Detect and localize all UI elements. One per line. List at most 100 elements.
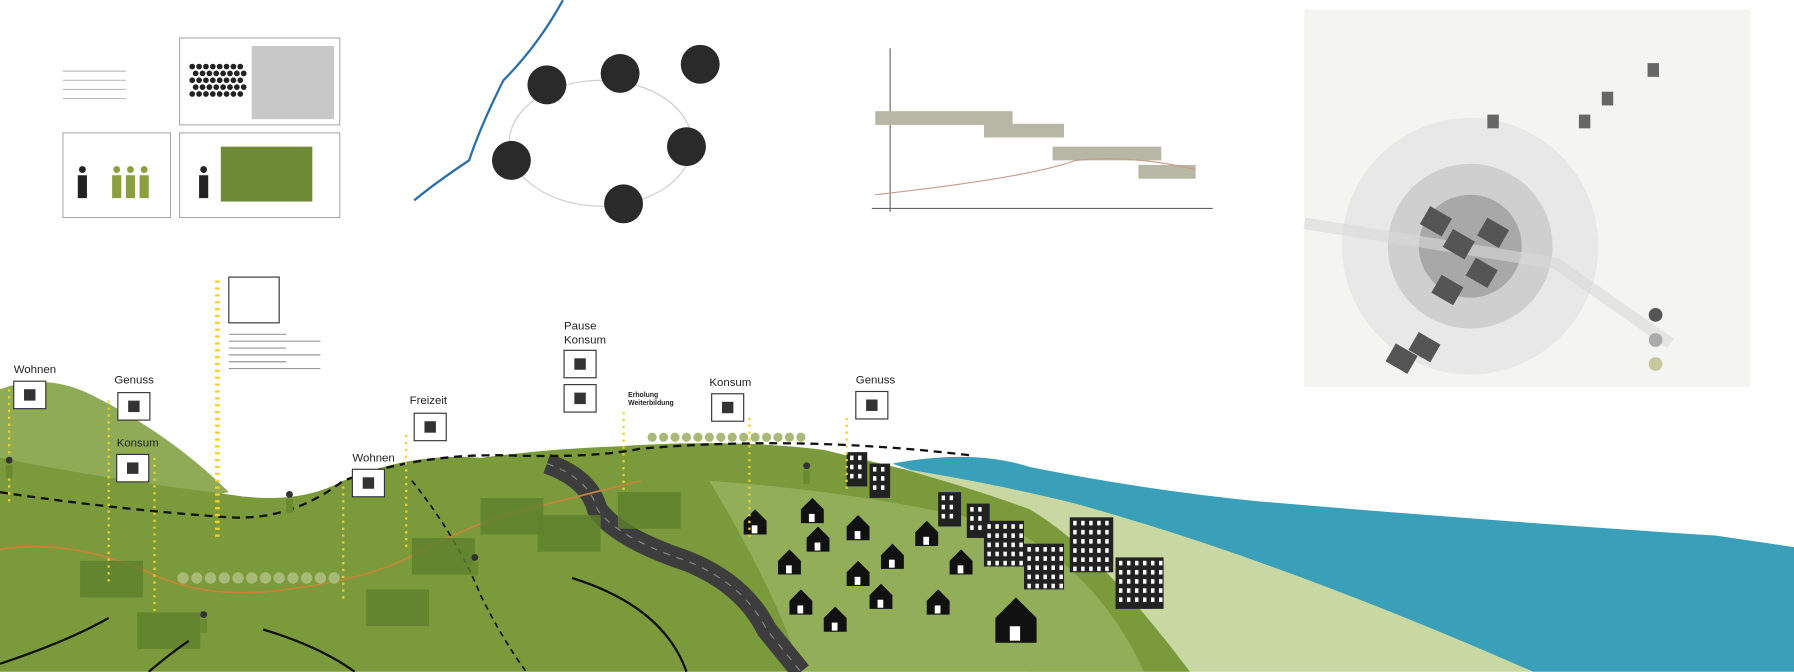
building [1647,63,1659,77]
icon [721,401,734,414]
legend-dot [1648,307,1663,322]
icon [574,358,586,370]
tree [259,572,272,584]
window [1035,565,1039,570]
window [1073,557,1077,562]
window [1089,566,1093,572]
window [1134,560,1139,566]
window [850,455,854,461]
person-body [200,619,208,633]
window [1089,548,1093,553]
dot [209,77,216,84]
window [1003,533,1007,538]
window [941,513,946,519]
dot [203,91,209,97]
window [1126,588,1131,593]
panel-fill [220,146,313,202]
window [978,516,982,521]
dot [199,70,206,77]
window [1142,579,1147,584]
window [949,513,954,519]
dot [196,63,202,70]
window [1059,583,1063,589]
label: Freizeit [410,395,448,407]
window [1089,557,1093,562]
window [858,464,862,470]
window [872,476,877,481]
icon [24,389,36,401]
photo [527,65,567,105]
icon-box [228,276,280,324]
dot [206,84,213,91]
line [875,158,1196,196]
building [1431,274,1464,306]
arrow [262,628,356,672]
tower [1069,517,1114,573]
label: Wohnen [14,364,56,376]
window [1150,579,1155,584]
person-head [113,166,121,173]
window [1081,520,1085,526]
house [880,543,904,569]
building [1477,217,1510,249]
window [1019,524,1023,529]
icon [866,399,878,411]
window [978,525,982,530]
window [1126,569,1131,575]
icon [128,400,140,413]
tree [328,572,340,584]
dot [192,84,199,91]
field [80,560,144,598]
dot [220,70,226,77]
label: Konsum [709,377,751,389]
person-head [200,166,208,173]
dot [227,84,233,91]
window [1073,548,1077,553]
window [941,495,946,501]
window [995,542,999,548]
dot [192,70,199,77]
window [1027,565,1031,570]
window [1097,539,1101,544]
window [1105,539,1109,544]
dot [230,77,237,84]
dot [189,63,196,70]
person-body [5,464,13,479]
window [1073,539,1077,544]
window [1126,597,1131,603]
arrow [147,639,190,672]
building [1442,229,1475,260]
window [1027,547,1031,552]
house-door [808,513,815,522]
window [970,516,974,521]
tree [232,572,244,584]
window [1081,566,1085,572]
house [949,549,973,575]
tree [716,432,726,442]
window [987,560,991,566]
house [995,597,1037,643]
window [1134,569,1139,575]
person-body [803,470,811,485]
label: Genuss [114,374,154,386]
window [1035,574,1039,580]
window [1035,547,1039,552]
icon [424,421,436,433]
window [1019,551,1023,557]
window [987,542,991,548]
window [1150,560,1155,566]
window [970,507,974,512]
window [978,507,982,512]
window [1097,566,1101,572]
dot [216,63,223,70]
tree [204,572,217,584]
building [1601,91,1614,106]
photo [680,44,720,84]
window [1118,560,1123,566]
window [880,467,885,472]
dot [196,77,202,84]
tree [191,572,203,584]
window [1073,566,1077,572]
person-body [471,561,479,576]
